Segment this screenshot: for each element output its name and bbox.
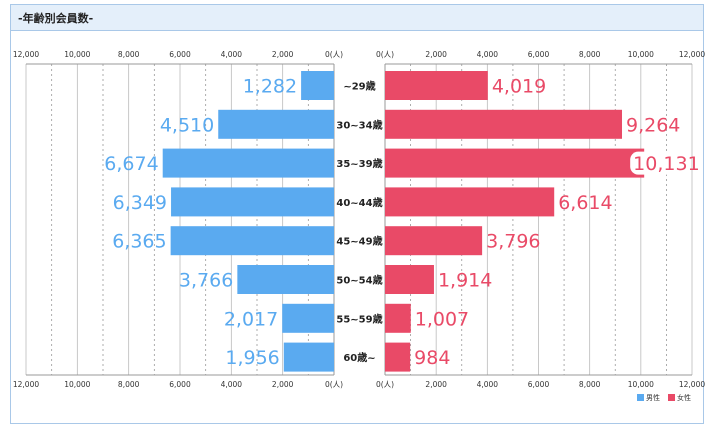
x-tick-label-left: 8,000	[118, 380, 140, 389]
bar-male	[170, 226, 334, 256]
x-tick-label-left: 8,000	[118, 50, 140, 59]
bar-female	[385, 71, 488, 100]
data-label-female: 4,019	[492, 76, 546, 98]
panel-header: -年齢別会員数-	[11, 5, 703, 31]
x-tick-label-left: 2,000	[272, 50, 294, 59]
bar-male	[218, 109, 334, 139]
category-label: 35~39歳	[336, 157, 382, 170]
chart-panel: -年齢別会員数-	[10, 4, 704, 424]
x-tick-label-left: 4,000	[221, 380, 243, 389]
data-label-male: 2,017	[224, 308, 278, 330]
bar-female	[385, 265, 434, 294]
x-tick-label-right: 8,000	[579, 380, 601, 389]
category-label: 45~49歳	[336, 235, 382, 248]
x-tick-label-right: 0(人)	[376, 50, 394, 59]
bar-male	[283, 342, 334, 372]
x-tick-label-right: 12,000	[679, 50, 705, 59]
x-tick-label-right: 2,000	[425, 380, 447, 389]
data-label-male: 6,674	[104, 153, 158, 175]
bar-female	[385, 148, 645, 178]
data-label-female: 1,007	[415, 308, 469, 330]
x-tick-label-left: 12,000	[13, 380, 39, 389]
x-tick-label-left: 10,000	[64, 380, 90, 389]
category-label: 60歳~	[343, 351, 375, 364]
data-label-male: 6,349	[113, 192, 167, 214]
x-tick-label-left: 6,000	[169, 50, 191, 59]
data-label-bg	[630, 151, 683, 175]
data-label-male: 6,365	[112, 231, 166, 253]
category-label: ~29歳	[343, 80, 375, 93]
bar-male	[282, 303, 334, 333]
bar-female	[385, 303, 411, 333]
x-tick-label-right: 10,000	[628, 380, 654, 389]
category-label: 30~34歳	[336, 118, 382, 131]
data-label-female: 1,914	[438, 270, 492, 292]
bar-male	[301, 71, 334, 100]
bar-female	[385, 226, 483, 256]
x-tick-label-right: 4,000	[477, 50, 499, 59]
data-label-female: 10,131	[633, 153, 699, 175]
legend-swatch-female	[668, 394, 675, 401]
data-label-female: 6,614	[558, 192, 612, 214]
category-label: 40~44歳	[336, 196, 382, 209]
x-tick-label-right: 6,000	[528, 50, 550, 59]
bar-female	[385, 187, 555, 217]
x-tick-label-left: 10,000	[64, 50, 90, 59]
x-tick-label-left: 0(人)	[325, 380, 343, 389]
data-label-male: 3,766	[179, 270, 233, 292]
x-tick-label-right: 8,000	[579, 50, 601, 59]
data-label-male: 1,956	[225, 347, 279, 369]
x-tick-label-right: 12,000	[679, 380, 705, 389]
data-label-male: 4,510	[160, 114, 214, 136]
x-tick-label-right: 0(人)	[376, 380, 394, 389]
x-tick-label-right: 10,000	[628, 50, 654, 59]
bar-female	[385, 109, 623, 139]
bar-female	[385, 342, 411, 372]
x-tick-label-right: 6,000	[528, 380, 550, 389]
data-label-female: 3,796	[486, 231, 540, 253]
x-tick-label-left: 4,000	[221, 50, 243, 59]
bar-male	[162, 148, 334, 178]
data-label-female: 9,264	[626, 114, 680, 136]
category-label: 50~54歳	[336, 274, 382, 287]
panel-title: -年齢別会員数-	[18, 12, 94, 25]
legend-swatch-male	[637, 394, 644, 401]
x-tick-label-left: 6,000	[169, 380, 191, 389]
category-label: 55~59歳	[336, 312, 382, 325]
x-tick-label-left: 2,000	[272, 380, 294, 389]
bar-male	[171, 187, 334, 217]
x-tick-label-left: 12,000	[13, 50, 39, 59]
legend-label-male: 男性	[646, 393, 660, 402]
bar-male	[237, 265, 334, 294]
data-label-female: 984	[414, 347, 450, 369]
x-tick-label-right: 2,000	[425, 50, 447, 59]
x-tick-label-right: 4,000	[477, 380, 499, 389]
x-tick-label-left: 0(人)	[325, 50, 343, 59]
legend-label-female: 女性	[677, 393, 691, 402]
data-label-male: 1,282	[243, 76, 297, 98]
